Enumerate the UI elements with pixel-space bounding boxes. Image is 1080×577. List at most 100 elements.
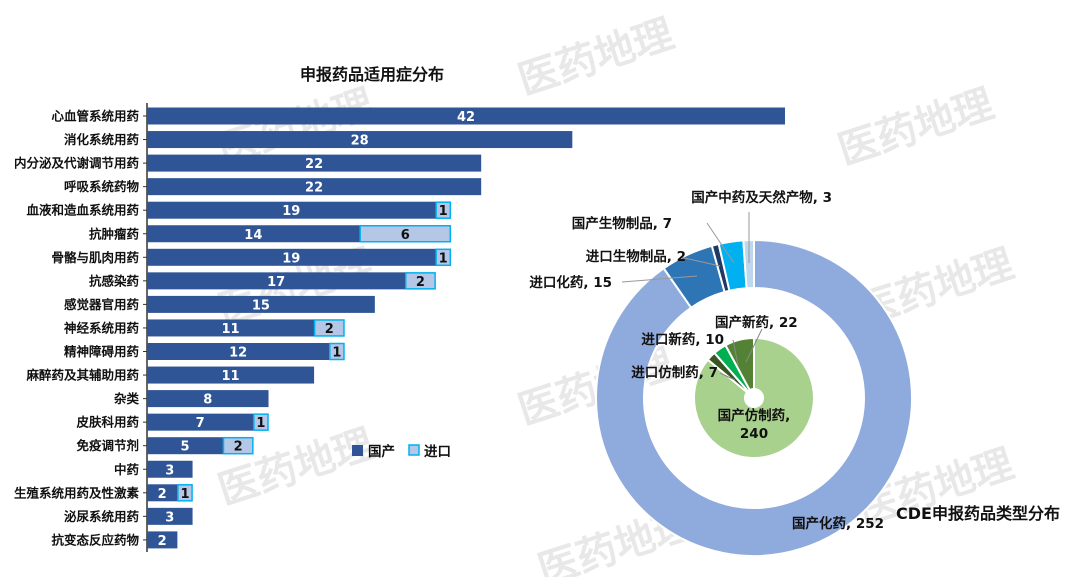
bar-domestic-value: 15 bbox=[252, 298, 270, 313]
bar-legend: 国产 进口 bbox=[352, 443, 451, 460]
category-label: 抗肿瘤药 bbox=[89, 226, 140, 241]
leader-line bbox=[745, 328, 763, 363]
bar-domestic-value: 11 bbox=[221, 369, 239, 384]
donut-inner-slice bbox=[693, 336, 815, 459]
bar-domestic bbox=[147, 343, 330, 360]
legend-label-import: 进口 bbox=[424, 444, 451, 460]
donut-outer-slice bbox=[742, 238, 755, 290]
bar-domestic-value: 11 bbox=[221, 322, 239, 337]
pie-label: 国产新药, 22 bbox=[715, 314, 798, 331]
bar-import bbox=[435, 248, 452, 267]
pie-label: 进口仿制药, 7 bbox=[631, 364, 718, 381]
bar-import-value: 1 bbox=[439, 204, 448, 219]
category-label: 麻醉药及其辅助用药 bbox=[25, 368, 139, 383]
category-label: 抗变态反应药物 bbox=[51, 532, 139, 547]
bar-import-value: 2 bbox=[416, 275, 425, 290]
category-label: 生殖系统用药及性激素 bbox=[14, 485, 140, 500]
bar-import bbox=[404, 272, 436, 290]
leader-line bbox=[621, 275, 698, 283]
legend-swatch-domestic bbox=[352, 445, 363, 456]
bar-domestic-value: 12 bbox=[229, 346, 247, 361]
bar-import-value: 1 bbox=[256, 416, 265, 431]
category-label: 抗感染药 bbox=[89, 273, 140, 288]
category-label: 心血管系统用药 bbox=[51, 109, 139, 124]
watermarks: 医药地理医药地理医药地理医药地理医药地理医药地理医药地理医药地理医药地理 bbox=[213, 11, 1019, 577]
bar-import-value: 1 bbox=[332, 346, 341, 361]
bar-domestic bbox=[147, 531, 178, 549]
donut-chart bbox=[595, 238, 913, 557]
category-label: 皮肤科用药 bbox=[75, 415, 139, 430]
bar-domestic-value: 5 bbox=[180, 440, 189, 455]
bar-import bbox=[313, 319, 345, 337]
category-label: 血液和造血系统用药 bbox=[26, 203, 139, 218]
category-label: 中药 bbox=[114, 462, 140, 477]
pie-labels: 国产化药, 252 进口化药, 15 进口生物制品, 2 国产生物制品, 7 国产中药及… bbox=[529, 189, 884, 532]
pie-chart-title: CDE申报药品类型分布 bbox=[896, 504, 1060, 523]
leader-line bbox=[679, 256, 721, 267]
bar-domestic bbox=[147, 295, 375, 313]
bar-domestic-value: 3 bbox=[165, 463, 174, 478]
donut-outer-slice bbox=[595, 238, 913, 557]
bar-domestic bbox=[147, 154, 482, 172]
bar-domestic bbox=[147, 248, 436, 266]
bar-import bbox=[435, 201, 452, 219]
category-label: 精神障碍用药 bbox=[64, 344, 140, 359]
category-label: 杂类 bbox=[114, 391, 140, 406]
category-label: 骨骼与肌肉用药 bbox=[51, 250, 139, 265]
bar-import bbox=[359, 225, 452, 243]
pie-label: 国产仿制药, bbox=[718, 407, 791, 424]
bar-domestic bbox=[147, 460, 193, 478]
bar-domestic bbox=[147, 484, 178, 502]
bar-domestic-value: 22 bbox=[305, 157, 323, 172]
bar-domestic-value: 22 bbox=[305, 181, 323, 196]
bar-import-value: 6 bbox=[401, 228, 410, 243]
bar-domestic-value: 2 bbox=[158, 534, 167, 549]
category-label: 内分泌及代谢调节用药 bbox=[14, 156, 140, 171]
bar-domestic bbox=[147, 319, 315, 337]
bar-import bbox=[329, 342, 345, 361]
bar-domestic bbox=[147, 437, 223, 455]
watermark-text: 医药地理 bbox=[833, 81, 999, 174]
bar-domestic-value: 19 bbox=[282, 251, 300, 266]
leader-line bbox=[732, 339, 739, 366]
bar-domestic bbox=[147, 201, 436, 219]
pie-label: 国产中药及天然产物, 3 bbox=[691, 189, 832, 206]
bar-domestic-value: 19 bbox=[282, 204, 300, 219]
bar-import bbox=[222, 436, 254, 455]
pie-label: 进口新药, 10 bbox=[641, 331, 724, 348]
bar-chart-title: 申报药品适用症分布 bbox=[300, 65, 444, 84]
leader-line bbox=[706, 222, 735, 264]
pie-label: 国产生物制品, 7 bbox=[572, 215, 672, 232]
bar-domestic bbox=[147, 178, 482, 196]
bar-domestic bbox=[147, 390, 269, 408]
category-label: 消化系统用药 bbox=[64, 132, 140, 147]
bar-import-value: 1 bbox=[180, 487, 189, 502]
legend-swatch-import bbox=[408, 444, 420, 456]
category-label: 免疫调节剂 bbox=[76, 438, 139, 453]
bar-domestic bbox=[147, 272, 406, 290]
bar-domestic bbox=[147, 366, 315, 384]
bar-import-value: 1 bbox=[439, 251, 448, 266]
pie-label-value: 240 bbox=[740, 426, 768, 442]
bar-domestic-value: 42 bbox=[457, 110, 475, 125]
category-label: 泌尿系统用药 bbox=[64, 509, 140, 524]
bar-import-value: 2 bbox=[234, 440, 243, 455]
pie-label: 进口化药, 15 bbox=[529, 274, 612, 291]
bar-domestic bbox=[147, 507, 193, 525]
category-label: 神经系统用药 bbox=[64, 320, 140, 335]
bar-domestic-value: 14 bbox=[244, 228, 262, 243]
watermark-text: 医药地理 bbox=[213, 421, 379, 514]
bar-domestic-value: 3 bbox=[165, 510, 174, 525]
bar-domestic-value: 28 bbox=[351, 134, 369, 149]
legend-label-domestic: 国产 bbox=[368, 443, 395, 460]
pie-label: 进口生物制品, 2 bbox=[586, 248, 686, 265]
bar-domestic-value: 17 bbox=[267, 275, 285, 290]
bar-import bbox=[253, 413, 269, 431]
bar-import-value: 2 bbox=[325, 322, 334, 337]
bar-domestic-value: 7 bbox=[196, 416, 205, 431]
bar-domestic bbox=[147, 107, 785, 125]
leader-line bbox=[719, 372, 736, 381]
bar-domestic bbox=[147, 225, 360, 243]
